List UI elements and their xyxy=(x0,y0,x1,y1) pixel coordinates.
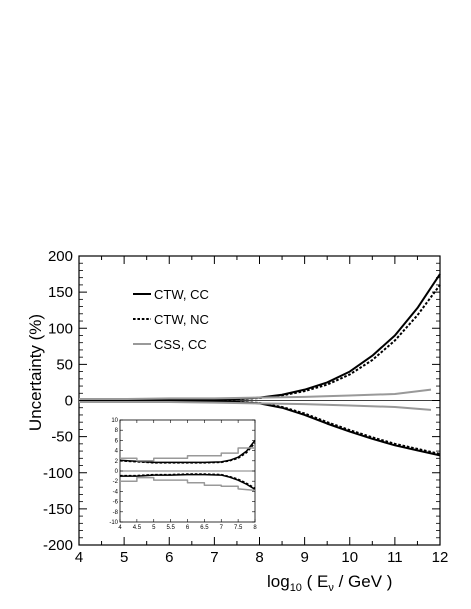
legend-label: CSS, CC xyxy=(154,337,207,352)
x-tick-label: 6 xyxy=(165,549,173,566)
inset-y-tick-label: -2 xyxy=(113,479,119,485)
inset-x-tick-label: 6.5 xyxy=(200,525,209,531)
y-axis-label: Uncertainty (%) xyxy=(26,314,45,431)
inset-y-tick-label: 0 xyxy=(115,469,119,475)
legend: CTW, CC CTW, NC CSS, CC xyxy=(133,287,209,352)
inset-y-tick-label: -8 xyxy=(113,510,119,516)
legend-label: CTW, NC xyxy=(154,312,209,327)
inset-x-tick-label: 5.5 xyxy=(166,525,175,531)
x-axis-label-part: / GeV ) xyxy=(334,572,393,591)
legend-label: CTW, CC xyxy=(154,287,209,302)
inset-x-tick-label: 4.5 xyxy=(133,525,142,531)
axis-labels: Uncertainty (%)log10 ( Eν / GeV ) xyxy=(26,314,392,594)
x-tick-label: 8 xyxy=(255,549,263,566)
x-axis-label: log10 ( Eν / GeV ) xyxy=(267,572,392,594)
x-tick-label: 5 xyxy=(120,549,128,566)
x-tick-label: 7 xyxy=(210,549,218,566)
x-tick-label: 9 xyxy=(300,549,308,566)
x-tick-label: 4 xyxy=(75,549,83,566)
x-tick-label: 12 xyxy=(432,549,449,566)
inset-plot: 4 4.5 5 5.5 6 6.5 7 7.5 8 10 8 6 4 2 0 -2 -4 -6 -8 -10 xyxy=(109,418,257,531)
inset-y-tick-label: 4 xyxy=(115,449,119,455)
x-axis-label-part: ( E xyxy=(302,572,328,591)
inset-x-tick-label: 7.5 xyxy=(234,525,243,531)
inset-series-2-lower xyxy=(120,473,256,489)
inset-series-2-upper xyxy=(119,442,256,464)
main-series-3-upper xyxy=(79,388,432,401)
inset-x-tick-label: 8 xyxy=(253,525,257,531)
main-series-2-lower xyxy=(79,399,441,455)
inset-series-3-upper xyxy=(120,447,255,462)
x-axis-label-subscript: 10 xyxy=(290,582,302,594)
main-series-3-lower xyxy=(79,400,432,411)
inset-x-tick-label: 5 xyxy=(152,525,156,531)
y-tick-label: -150 xyxy=(43,501,73,518)
y-tick-label: -50 xyxy=(51,429,73,446)
x-axis-label-subscript: ν xyxy=(328,582,334,594)
inset-x-tick-label: 6 xyxy=(186,525,190,531)
x-axis-label-part: log xyxy=(267,572,290,591)
inset-y-tick-label: -6 xyxy=(113,500,119,506)
y-tick-label: 200 xyxy=(48,248,73,265)
y-tick-label: 100 xyxy=(48,320,73,337)
inset-y-tick-label: 8 xyxy=(115,428,119,434)
inset-x-tick-label: 7 xyxy=(220,525,224,531)
inset-y-tick-label: -10 xyxy=(109,520,118,526)
inset-y-tick-label: -4 xyxy=(113,489,119,495)
y-tick-label: -100 xyxy=(43,465,73,482)
inset-y-tick-label: 2 xyxy=(115,459,119,465)
inset-y-tick-label: 6 xyxy=(115,438,119,444)
inset-y-tick-label: 10 xyxy=(111,418,118,424)
x-tick-label: 11 xyxy=(387,549,403,566)
inset-series-3-lower xyxy=(120,476,256,492)
y-tick-label: -200 xyxy=(43,537,73,554)
y-tick-label: 0 xyxy=(65,393,73,410)
inset-x-tick-label: 4 xyxy=(118,525,122,531)
y-tick-label: 150 xyxy=(48,284,73,301)
y-tick-label: 50 xyxy=(56,356,73,373)
x-tick-label: 10 xyxy=(341,549,358,566)
